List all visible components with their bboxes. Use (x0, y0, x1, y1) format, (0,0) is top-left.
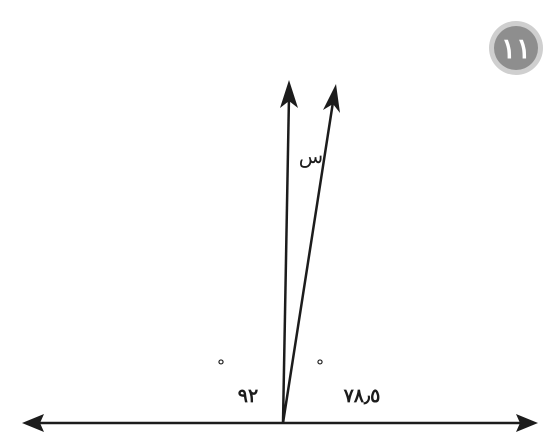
left-arrowhead-icon (22, 414, 44, 432)
right-degree-symbol: ° (316, 357, 325, 377)
right-angle-value: ٧٨٫٥ (343, 385, 381, 407)
left-angle-value: ٩٢ (238, 385, 258, 407)
left-ray (280, 80, 298, 424)
left-ray-segment (281, 95, 291, 424)
right-angle-label: ° ٧٨٫٥ (316, 357, 381, 407)
right-ray-arrowhead-icon (323, 84, 340, 113)
right-ray-segment (281, 101, 335, 424)
right-ray (281, 84, 340, 424)
base-line (22, 414, 538, 432)
left-ray-arrowhead-icon (280, 80, 298, 108)
badge-circle (494, 26, 538, 70)
right-arrowhead-icon (516, 414, 538, 432)
problem-number: ١١ (501, 32, 531, 65)
variable-label: س (299, 144, 323, 168)
left-angle-label: ° ٩٢ (217, 357, 258, 407)
left-degree-symbol: ° (217, 357, 226, 377)
problem-number-badge: ١١ (489, 21, 543, 75)
